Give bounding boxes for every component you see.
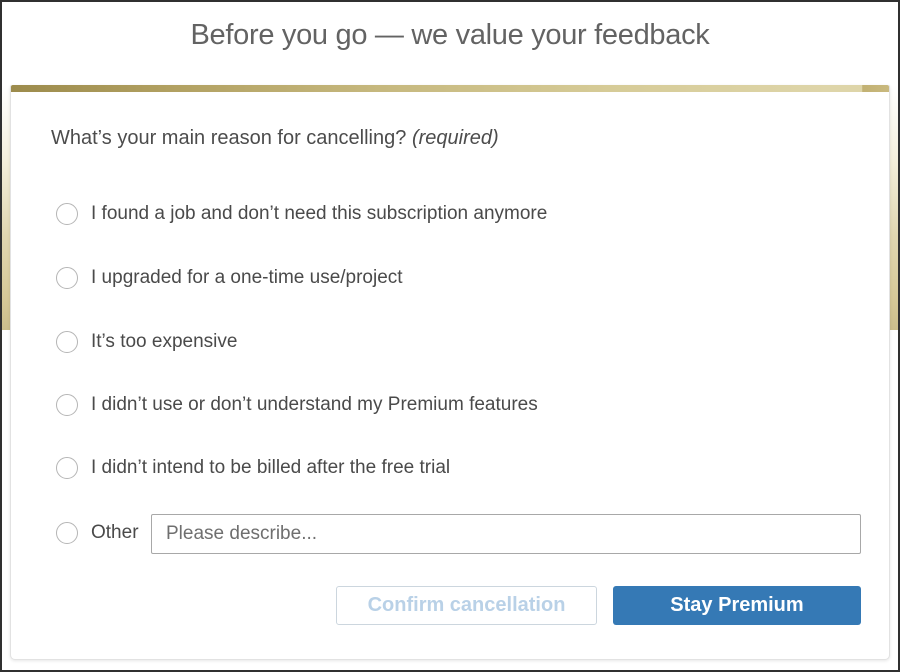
radio-option-label: I found a job and don’t need this subscr… — [91, 203, 548, 224]
radio-option-label: It’s too expensive — [91, 331, 238, 352]
radio-option-billed-after-trial[interactable]: I didn’t intend to be billed after the f… — [56, 457, 450, 479]
action-buttons: Confirm cancellation Stay Premium — [336, 586, 861, 625]
radio-button[interactable] — [56, 522, 78, 544]
radio-option-too-expensive[interactable]: It’s too expensive — [56, 331, 237, 353]
required-note: (required) — [411, 127, 499, 149]
stay-premium-button[interactable]: Stay Premium — [613, 586, 861, 625]
confirm-cancellation-button[interactable]: Confirm cancellation — [336, 586, 597, 625]
gold-accent-bar — [11, 85, 889, 92]
other-reason-input[interactable] — [151, 514, 861, 554]
radio-button[interactable] — [56, 394, 78, 416]
question-label: What’s your main reason for cancelling? … — [51, 127, 499, 150]
radio-option-other[interactable]: Other — [56, 522, 139, 544]
radio-option-didnt-use-features[interactable]: I didn’t use or don’t understand my Prem… — [56, 394, 538, 416]
radio-button[interactable] — [56, 267, 78, 289]
modal-title: Before you go — we value your feedback — [190, 19, 710, 51]
radio-button[interactable] — [56, 331, 78, 353]
radio-option-found-job[interactable]: I found a job and don’t need this subscr… — [56, 203, 547, 225]
radio-button[interactable] — [56, 203, 78, 225]
question-text: What’s your main reason for cancelling? — [51, 127, 407, 149]
feedback-card: What’s your main reason for cancelling? … — [10, 85, 890, 660]
radio-button[interactable] — [56, 457, 78, 479]
radio-option-one-time-use[interactable]: I upgraded for a one-time use/project — [56, 267, 403, 289]
radio-option-label: I didn’t intend to be billed after the f… — [91, 457, 451, 478]
radio-option-label: I upgraded for a one-time use/project — [91, 267, 403, 288]
radio-option-label: Other — [91, 522, 139, 543]
radio-option-label: I didn’t use or don’t understand my Prem… — [91, 394, 538, 415]
